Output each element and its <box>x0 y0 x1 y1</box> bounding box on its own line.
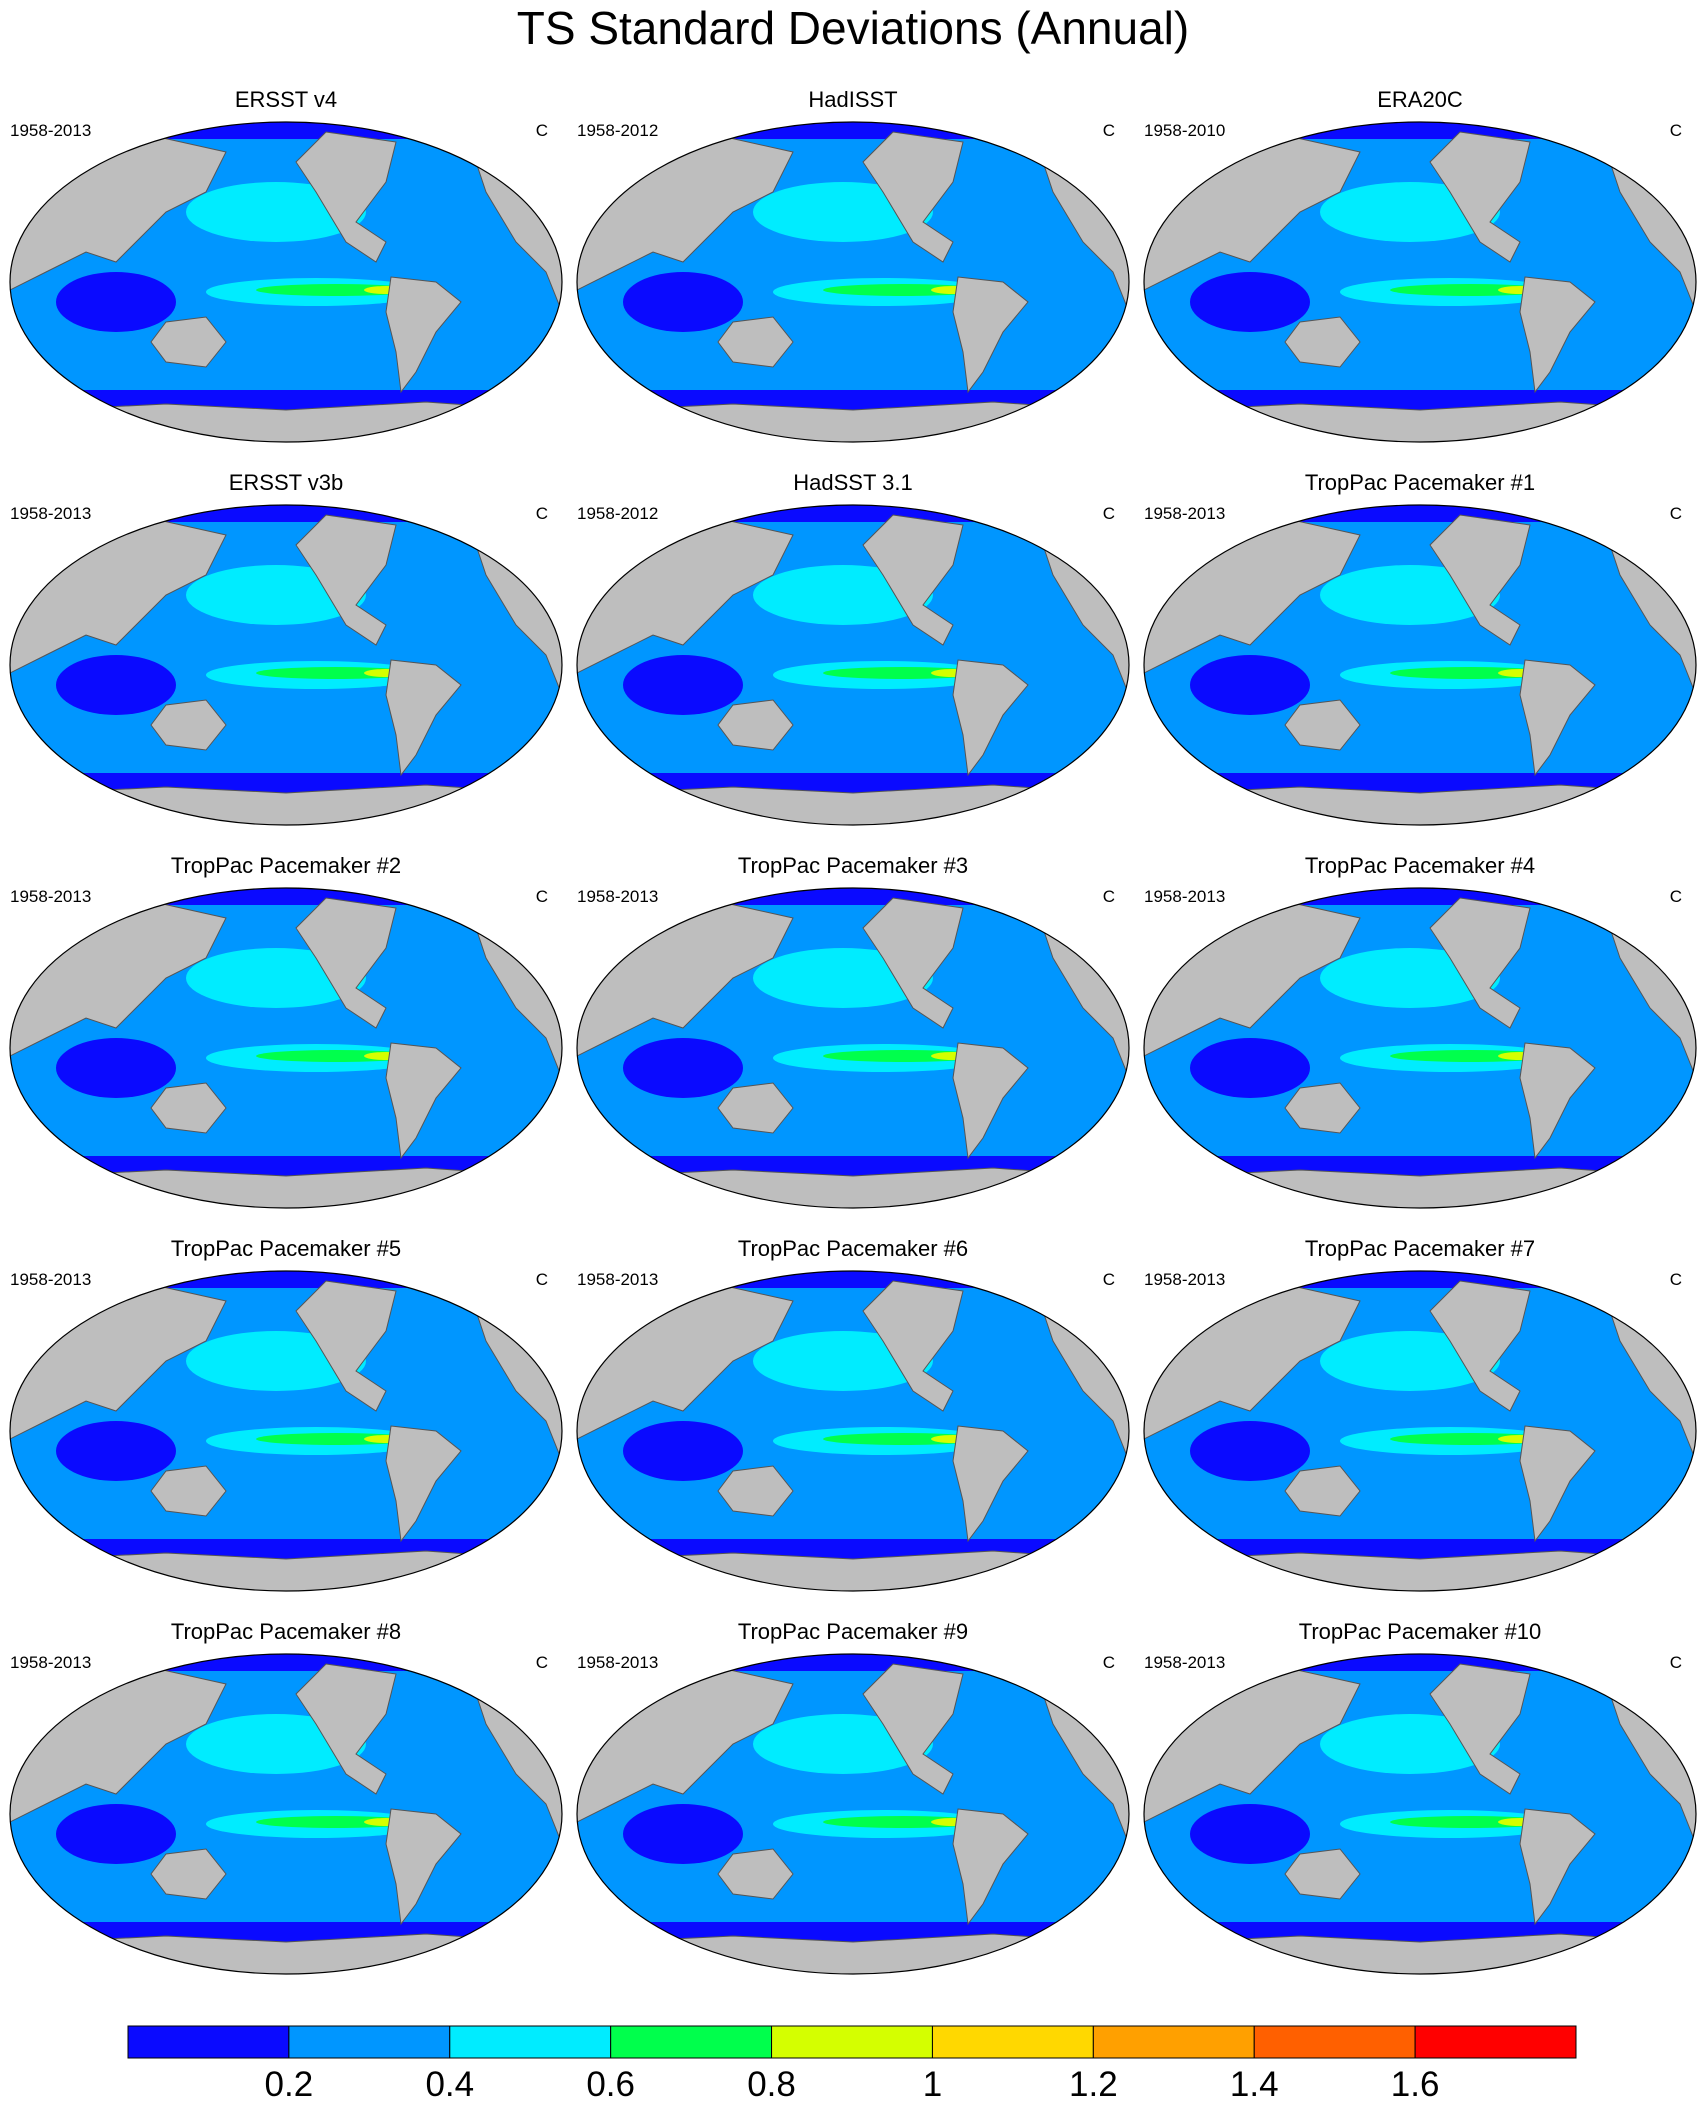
panel-period: 1958-2012 <box>577 504 658 523</box>
colorbar-box <box>771 2025 933 2059</box>
colorbar-label: 1.4 <box>1230 2065 1279 2104</box>
map <box>1140 117 1700 447</box>
colorbar-label: 1 <box>923 2065 942 2104</box>
map <box>6 117 566 447</box>
panel-units: C <box>1103 887 1115 906</box>
panel-title: HadSST 3.1 <box>793 470 912 495</box>
map-panel: TropPac Pacemaker #7 1958-2013 C <box>1140 1236 1700 1596</box>
panel-units: C <box>536 1653 548 1672</box>
map-panel: HadISST 1958-2012 C <box>573 87 1133 447</box>
map-panel: TropPac Pacemaker #2 1958-2013 C <box>6 853 566 1213</box>
figure-title: TS Standard Deviations (Annual) <box>517 2 1189 54</box>
map <box>1140 883 1700 1213</box>
panel-period: 1958-2013 <box>10 121 91 140</box>
panel-title: TropPac Pacemaker #4 <box>1305 853 1535 878</box>
panel-period: 1958-2013 <box>577 1653 658 1672</box>
panel-title: TropPac Pacemaker #7 <box>1305 1236 1535 1261</box>
panel-units: C <box>536 121 548 140</box>
map-panel: ERA20C 1958-2010 C <box>1140 87 1700 447</box>
panel-units: C <box>1103 504 1115 523</box>
panel-units: C <box>1670 504 1682 523</box>
panel-period: 1958-2013 <box>10 887 91 906</box>
panel-title: TropPac Pacemaker #8 <box>171 1619 401 1644</box>
panel-units: C <box>536 504 548 523</box>
colorbar-box <box>288 2025 451 2059</box>
panel-units: C <box>536 887 548 906</box>
colorbar-label: 0.6 <box>586 2065 635 2104</box>
panel-units: C <box>1670 887 1682 906</box>
map-panel: TropPac Pacemaker #4 1958-2013 C <box>1140 853 1700 1213</box>
colorbar-box <box>1414 2025 1577 2059</box>
panel-title: TropPac Pacemaker #1 <box>1305 470 1535 495</box>
panel-period: 1958-2013 <box>10 1653 91 1672</box>
map-panel: ERSST v3b 1958-2013 C <box>6 470 566 830</box>
panel-period: 1958-2013 <box>1144 1270 1225 1289</box>
panel-units: C <box>1670 121 1682 140</box>
map <box>573 1266 1133 1596</box>
map <box>1140 1649 1700 1979</box>
panel-units: C <box>1103 121 1115 140</box>
panel-period: 1958-2013 <box>1144 504 1225 523</box>
panel-title: TropPac Pacemaker #3 <box>738 853 968 878</box>
map-panel: TropPac Pacemaker #6 1958-2013 C <box>573 1236 1133 1596</box>
colorbar: 0.2 0.4 0.6 0.8 1 1.2 1.4 1.6 <box>127 2025 1577 2104</box>
map-panel: TropPac Pacemaker #8 1958-2013 C <box>6 1619 566 1979</box>
map-panel: HadSST 3.1 1958-2012 C <box>573 470 1133 830</box>
map-panel: TropPac Pacemaker #3 1958-2013 C <box>573 853 1133 1213</box>
panel-units: C <box>1103 1653 1115 1672</box>
panel-period: 1958-2013 <box>577 1270 658 1289</box>
map-panel: ERSST v4 1958-2013 C <box>6 87 566 447</box>
map-panel: TropPac Pacemaker #9 1958-2013 C <box>573 1619 1133 1979</box>
panel-title: TropPac Pacemaker #9 <box>738 1619 968 1644</box>
map <box>6 500 566 830</box>
panel-period: 1958-2013 <box>1144 887 1225 906</box>
map <box>6 1266 566 1596</box>
colorbar-label: 1.2 <box>1069 2065 1118 2104</box>
map-panel: TropPac Pacemaker #5 1958-2013 C <box>6 1236 566 1596</box>
panel-title: TropPac Pacemaker #10 <box>1299 1619 1542 1644</box>
panel-title: ERSST v4 <box>235 87 337 112</box>
map <box>573 1649 1133 1979</box>
map <box>6 1649 566 1979</box>
panel-title: HadISST <box>808 87 897 112</box>
panel-title: ERSST v3b <box>229 470 344 495</box>
colorbar-box <box>127 2025 290 2059</box>
panel-period: 1958-2012 <box>577 121 658 140</box>
panel-units: C <box>1670 1653 1682 1672</box>
panel-units: C <box>536 1270 548 1289</box>
map <box>573 883 1133 1213</box>
colorbar-label: 1.6 <box>1391 2065 1440 2104</box>
colorbar-label: 0.4 <box>425 2065 474 2104</box>
panel-period: 1958-2010 <box>1144 121 1225 140</box>
panel-title: ERA20C <box>1377 87 1463 112</box>
colorbar-label: 0.8 <box>747 2065 796 2104</box>
colorbar-box <box>931 2025 1094 2059</box>
map <box>6 883 566 1213</box>
colorbar-box <box>610 2025 773 2059</box>
colorbar-box <box>1092 2025 1255 2059</box>
map-panel: TropPac Pacemaker #1 1958-2013 C <box>1140 470 1700 830</box>
panel-period: 1958-2013 <box>10 504 91 523</box>
panel-period: 1958-2013 <box>1144 1653 1225 1672</box>
panel-title: TropPac Pacemaker #2 <box>171 853 401 878</box>
map <box>1140 1266 1700 1596</box>
colorbar-label: 0.2 <box>265 2065 314 2104</box>
colorbar-box <box>449 2025 612 2059</box>
map <box>573 500 1133 830</box>
map <box>1140 500 1700 830</box>
panel-title: TropPac Pacemaker #6 <box>738 1236 968 1261</box>
panel-units: C <box>1670 1270 1682 1289</box>
panel-units: C <box>1103 1270 1115 1289</box>
colorbar-box <box>1253 2025 1416 2059</box>
map-panel: TropPac Pacemaker #10 1958-2013 C <box>1140 1619 1700 1979</box>
panel-period: 1958-2013 <box>577 887 658 906</box>
panel-title: TropPac Pacemaker #5 <box>171 1236 401 1261</box>
panel-period: 1958-2013 <box>10 1270 91 1289</box>
map <box>573 117 1133 447</box>
